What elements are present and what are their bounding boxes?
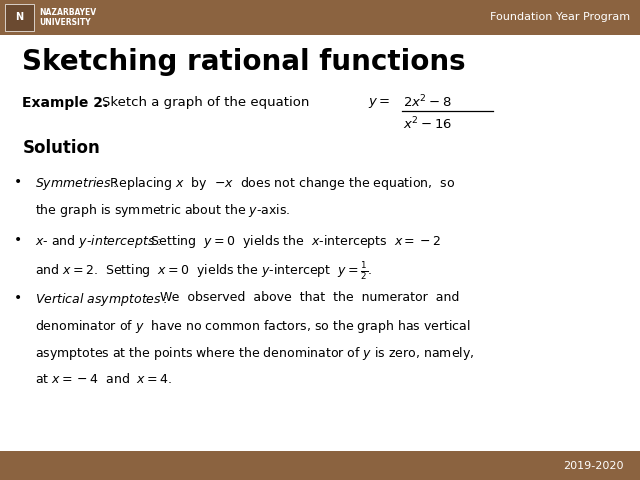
- Text: and $x = 2$.  Setting  $x = 0$  yields the $y$-intercept  $y = \frac{1}{2}$.: and $x = 2$. Setting $x = 0$ yields the …: [35, 260, 372, 282]
- Text: UNIVERSITY: UNIVERSITY: [40, 18, 92, 26]
- Text: denominator of $y$  have no common factors, so the graph has vertical: denominator of $y$ have no common factor…: [35, 318, 471, 335]
- Text: $\mathit{Symmetries:}$: $\mathit{Symmetries:}$: [35, 175, 118, 192]
- Text: the graph is symmetric about the $y$-axis.: the graph is symmetric about the $y$-axi…: [35, 202, 291, 219]
- Text: •: •: [14, 233, 22, 247]
- Text: Setting  $y = 0$  yields the  $x$-intercepts  $x = -2$: Setting $y = 0$ yields the $x$-intercept…: [147, 233, 441, 250]
- Text: asymptotes at the points where the denominator of $y$ is zero, namely,: asymptotes at the points where the denom…: [35, 345, 474, 362]
- Text: •: •: [14, 291, 22, 305]
- Text: Replacing $x$  by  $-x$  does not change the equation,  so: Replacing $x$ by $-x$ does not change th…: [106, 175, 455, 192]
- Text: at $x = -4$  and  $x = 4$.: at $x = -4$ and $x = 4$.: [35, 372, 173, 386]
- Text: Solution: Solution: [22, 139, 100, 157]
- Text: $2x^2 - 8$: $2x^2 - 8$: [403, 94, 452, 110]
- Text: Sketch a graph of the equation: Sketch a graph of the equation: [102, 96, 310, 109]
- Text: 2019-2020: 2019-2020: [563, 461, 624, 470]
- Text: $y =$: $y =$: [368, 96, 390, 110]
- FancyBboxPatch shape: [0, 0, 640, 35]
- Text: We  observed  above  that  the  numerator  and: We observed above that the numerator and: [156, 291, 459, 304]
- Text: Sketching rational functions: Sketching rational functions: [22, 48, 466, 76]
- Text: NAZARBAYEV: NAZARBAYEV: [40, 8, 97, 17]
- Text: $x$- and $y$-$\mathit{intercepts:}$: $x$- and $y$-$\mathit{intercepts:}$: [35, 233, 161, 250]
- FancyBboxPatch shape: [0, 451, 640, 480]
- Text: $x^2 - 16$: $x^2 - 16$: [403, 115, 452, 132]
- FancyBboxPatch shape: [5, 4, 34, 31]
- Text: N: N: [15, 12, 23, 22]
- Text: Foundation Year Program: Foundation Year Program: [490, 12, 630, 22]
- Text: •: •: [14, 175, 22, 189]
- Text: Example 2.: Example 2.: [22, 96, 109, 110]
- Text: $\mathit{Vertical\ asymptotes:}$: $\mathit{Vertical\ asymptotes:}$: [35, 291, 168, 308]
